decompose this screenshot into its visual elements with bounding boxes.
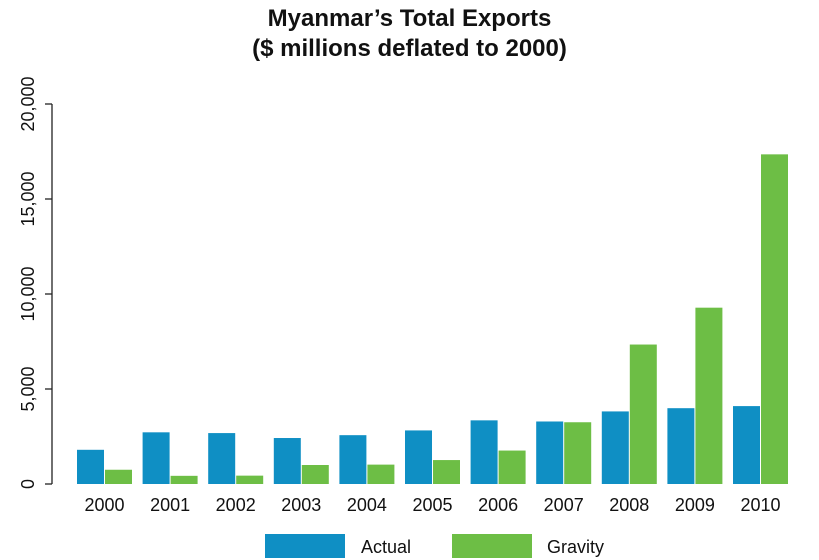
- bar-gravity-2000: [105, 469, 132, 484]
- bar-actual-2001: [142, 432, 170, 484]
- bar-actual-2010: [733, 406, 760, 484]
- bar-gravity-2009: [695, 307, 723, 484]
- bar-actual-2004: [339, 435, 367, 484]
- bar-actual-2002: [208, 433, 236, 484]
- x-tick-label: 2007: [544, 495, 584, 515]
- legend-label-gravity: Gravity: [547, 537, 604, 557]
- bar-actual-2000: [77, 449, 104, 484]
- x-tick-label: 2009: [675, 495, 715, 515]
- bar-actual-2006: [470, 420, 498, 484]
- y-tick-label: 10,000: [18, 266, 38, 321]
- bar-gravity-2006: [498, 450, 526, 484]
- y-tick-label: 15,000: [18, 171, 38, 226]
- legend-swatch-actual: [265, 534, 345, 558]
- legend-swatch-gravity: [452, 534, 532, 558]
- x-tick-label: 2010: [740, 495, 780, 515]
- x-tick-label: 2003: [281, 495, 321, 515]
- bar-actual-2003: [273, 438, 301, 484]
- x-tick-label: 2005: [412, 495, 452, 515]
- x-tick-label: 2004: [347, 495, 387, 515]
- bar-actual-2008: [601, 411, 629, 484]
- x-tick-label: 2002: [216, 495, 256, 515]
- bar-gravity-2002: [236, 475, 264, 484]
- bar-actual-2005: [405, 430, 432, 484]
- x-tick-label: 2001: [150, 495, 190, 515]
- bar-gravity-2010: [761, 154, 788, 484]
- bar-gravity-2005: [433, 460, 460, 484]
- x-tick-label: 2000: [84, 495, 124, 515]
- y-tick-label: 5,000: [18, 366, 38, 411]
- chart-title-line-1: Myanmar’s Total Exports: [267, 5, 552, 32]
- legend-label-actual: Actual: [361, 537, 411, 557]
- chart-title-line-2: ($ millions deflated to 2000): [252, 35, 567, 62]
- x-tick-label: 2006: [478, 495, 518, 515]
- y-tick-label: 20,000: [18, 76, 38, 131]
- bar-gravity-2003: [301, 465, 329, 484]
- chart-title: Myanmar’s Total Exports ($ millions defl…: [0, 4, 819, 64]
- x-tick-label: 2008: [609, 495, 649, 515]
- bar-actual-2009: [667, 408, 695, 484]
- bar-gravity-2008: [629, 344, 657, 484]
- bar-gravity-2001: [170, 475, 198, 484]
- bar-actual-2007: [536, 421, 564, 484]
- bar-gravity-2007: [564, 422, 592, 484]
- bar-gravity-2004: [367, 464, 395, 484]
- y-tick-label: 0: [18, 479, 38, 489]
